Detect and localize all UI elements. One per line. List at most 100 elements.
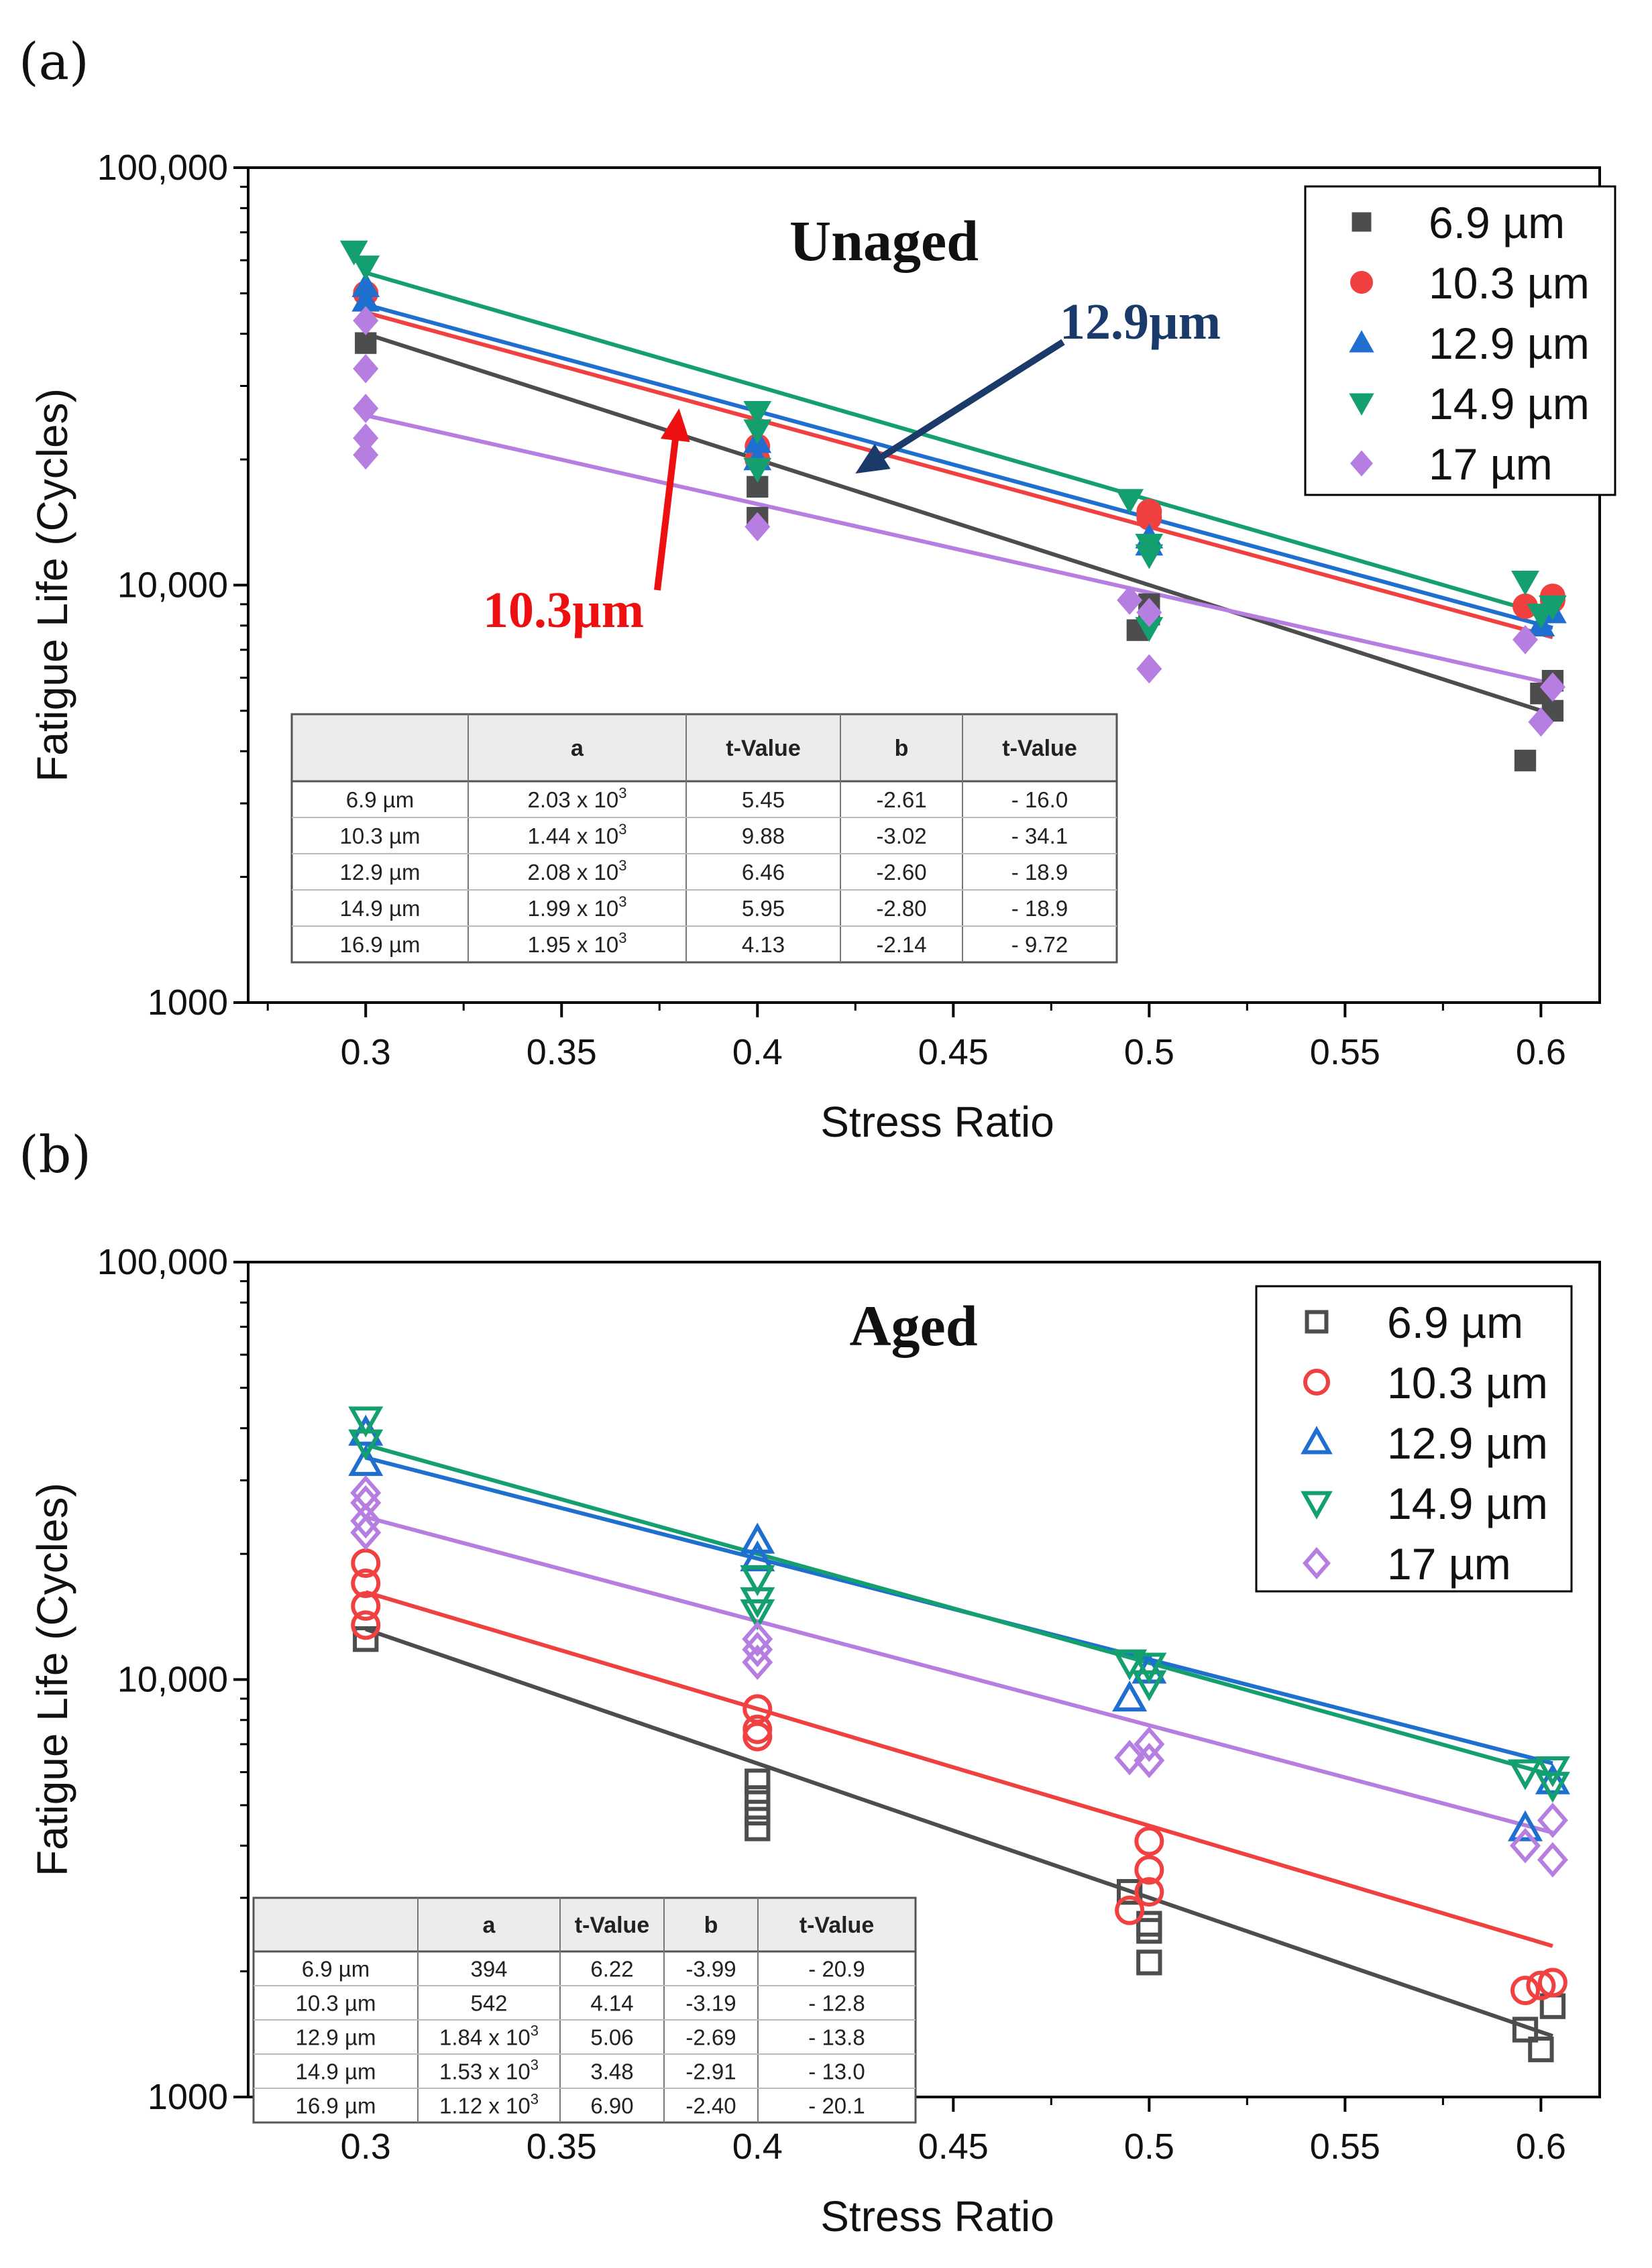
table-cell-a: 2.03 x 103 [527, 785, 626, 812]
data-point [1535, 1763, 1570, 1795]
data-point [348, 1406, 384, 1438]
table-cell: -2.80 [876, 896, 926, 921]
table-row-label: 6.9 µm [346, 787, 415, 812]
data-point [353, 440, 379, 470]
table-cell: 6.90 [590, 2094, 633, 2118]
data-point [745, 512, 771, 542]
table-cell: 9.88 [742, 824, 785, 848]
y-tick-label: 1000 [148, 982, 228, 1023]
data-point [1514, 749, 1537, 772]
table-cell: 5.95 [742, 896, 785, 921]
table-header-cell: t-Value [726, 736, 800, 761]
chart-panel-b: (b) 1000 10,000 100,000 0.3 0.35 0.4 0.45 0.5 0.5… [19, 1125, 1601, 2241]
x-tick-label: 0.3 [341, 2127, 391, 2167]
data-point [355, 332, 377, 354]
data-point [353, 353, 379, 384]
data-point [740, 1599, 775, 1631]
data-point [1136, 1949, 1162, 1976]
data-point [742, 1621, 773, 1657]
x-axis-title: Stress Ratio [820, 2192, 1054, 2241]
table-cell: - 18.9 [1011, 860, 1068, 885]
table-row-label: 16.9 µm [340, 932, 421, 957]
data-point [353, 1626, 379, 1652]
data-point [1114, 1740, 1146, 1776]
data-point [1535, 1772, 1570, 1803]
data-point [350, 1503, 382, 1539]
data-point [1134, 1826, 1164, 1856]
data-point [1112, 1680, 1148, 1712]
panel-label: (a) [19, 32, 89, 91]
y-tick-label: 1000 [148, 2077, 228, 2117]
legend-label: 17 µm [1429, 439, 1553, 489]
table-header-cell: b [704, 1913, 718, 1938]
table-cell: -3.99 [685, 1957, 736, 1982]
x-tick-label: 0.55 [1310, 2127, 1380, 2167]
table-header-row [290, 713, 1118, 783]
fit-line [365, 270, 1553, 619]
data-point [1136, 1918, 1162, 1944]
table-row-label: 16.9 µm [296, 2094, 376, 2118]
data-point [1511, 570, 1539, 596]
legend-label: 6.9 µm [1429, 198, 1565, 247]
x-tick-label: 0.4 [732, 1032, 783, 1072]
data-point [1115, 489, 1144, 514]
data-point [1507, 1810, 1543, 1841]
data-point [1507, 1759, 1543, 1791]
legend-label: 6.9 µm [1387, 1298, 1523, 1347]
x-tick-label: 0.45 [918, 1032, 989, 1072]
table-cell-a: 1.95 x 103 [527, 929, 626, 957]
legend-marker [1352, 212, 1372, 232]
annotation-arrow-head [660, 408, 690, 443]
table-cell: - 13.8 [808, 2025, 865, 2050]
data-point [1115, 1895, 1145, 1925]
plot-title: Aged [849, 1294, 977, 1358]
data-point [740, 1540, 775, 1572]
data-point [1136, 654, 1162, 684]
data-point [1117, 585, 1143, 615]
x-tick-label: 0.55 [1310, 1032, 1380, 1072]
annotation-arrow-shaft [870, 339, 1065, 466]
table-cell: - 13.0 [808, 2059, 865, 2084]
legend-marker [1305, 1310, 1329, 1334]
table-row-label: 12.9 µm [340, 860, 421, 885]
table-cell: 4.14 [590, 1991, 633, 2016]
y-tick-label: 100,000 [97, 148, 228, 188]
table-cell: -3.19 [685, 1991, 736, 2016]
data-point [1132, 1652, 1167, 1684]
data-point [1512, 2017, 1539, 2043]
data-point [1112, 1649, 1148, 1681]
fit-line [365, 331, 1553, 717]
table-header-cell: a [483, 1913, 496, 1938]
table-cell: -2.60 [876, 860, 926, 885]
x-tick-label: 0.5 [1124, 2127, 1174, 2167]
x-tick-label: 0.4 [732, 2127, 783, 2167]
table-cell: -2.40 [685, 2094, 736, 2118]
data-point [339, 240, 368, 266]
data-point [350, 1485, 382, 1521]
table-cell: 6.22 [590, 1957, 633, 1982]
data-point [743, 401, 772, 427]
data-point [1526, 1970, 1556, 2000]
x-axis-title: Stress Ratio [820, 1098, 1054, 1146]
table-row-label: 12.9 µm [296, 2025, 376, 2050]
fit-line [365, 1515, 1553, 1835]
data-point [745, 1815, 771, 1841]
table-cell-a: 1.53 x 103 [439, 2057, 539, 2084]
y-tick-label: 10,000 [117, 1660, 228, 1700]
data-point [351, 256, 380, 281]
data-point [351, 1591, 381, 1621]
data-point [351, 1569, 381, 1599]
data-point [1510, 1976, 1541, 2006]
table-cell: 3.48 [590, 2059, 633, 2084]
table-cell-a: 1.44 x 103 [527, 821, 626, 848]
fit-line [365, 302, 1553, 630]
data-point [1134, 1742, 1165, 1778]
table-cell: -2.69 [685, 2025, 736, 2050]
data-point [353, 306, 379, 336]
table-cell-a: 2.08 x 103 [527, 857, 626, 885]
table-cell-a: 1.84 x 103 [439, 2023, 539, 2050]
table-row-label: 14.9 µm [296, 2059, 376, 2084]
table-cell: 5.06 [590, 2025, 633, 2050]
data-point [742, 1632, 773, 1668]
